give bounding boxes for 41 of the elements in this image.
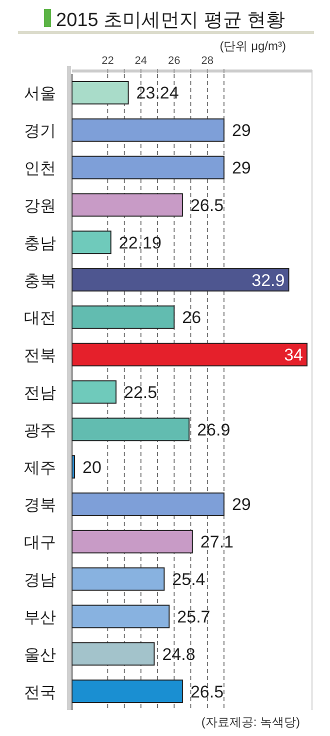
y-tick-label: 광주 bbox=[24, 422, 56, 440]
data-label: 29 bbox=[232, 158, 251, 178]
data-label: 26.9 bbox=[197, 420, 230, 440]
data-label: 26.5 bbox=[190, 682, 224, 702]
data-label: 22.19 bbox=[118, 233, 162, 252]
data-label: 27.1 bbox=[200, 532, 234, 552]
text: (자료제공: 녹색당) bbox=[201, 715, 300, 729]
y-tick-label: 충남 bbox=[24, 235, 56, 252]
data-label: 34 bbox=[284, 346, 304, 365]
data-label: 25.7 bbox=[177, 607, 210, 626]
y-tick-label: 전남 bbox=[24, 385, 56, 402]
y-tick-label: 경기 bbox=[24, 123, 56, 140]
data-label: 29 bbox=[232, 495, 251, 514]
text: (단위 μg/m³) bbox=[220, 39, 286, 53]
data-label: 26.5 bbox=[190, 196, 224, 215]
y-tick-label: 부산 bbox=[24, 609, 56, 626]
y-tick-label: 서울 bbox=[24, 86, 56, 103]
y-tick-label: 경북 bbox=[24, 497, 56, 514]
y-tick-label: 제주 bbox=[24, 460, 56, 477]
y-tick-label: 대전 bbox=[24, 310, 56, 328]
data-label: 20 bbox=[82, 458, 102, 477]
data-label: 26 bbox=[182, 308, 202, 328]
y-tick-label: 인천 bbox=[24, 160, 56, 178]
y-tick-label: 충북 bbox=[24, 272, 56, 290]
data-label: 32.9 bbox=[252, 270, 285, 290]
x-tick-label: 26 bbox=[168, 55, 180, 67]
chart-title: 2015 초미세먼지 평균 현황 bbox=[56, 10, 286, 31]
y-tick-label: 강원 bbox=[24, 198, 56, 215]
y-tick-label: 전국 bbox=[24, 684, 56, 702]
data-label: 24.8 bbox=[162, 644, 196, 664]
x-tick-label: 22 bbox=[102, 55, 114, 67]
data-label: 22.5 bbox=[124, 383, 158, 402]
data-label: 25.4 bbox=[172, 570, 206, 590]
y-tick-label: 경남 bbox=[24, 572, 56, 590]
y-tick-label: 울산 bbox=[24, 646, 56, 664]
y-tick-label: 전북 bbox=[24, 348, 56, 365]
x-tick-label: 24 bbox=[134, 55, 148, 67]
data-label: 23.24 bbox=[136, 84, 179, 103]
y-tick-label: 대구 bbox=[24, 534, 56, 552]
data-label: 29 bbox=[232, 121, 251, 140]
x-tick-label: 28 bbox=[201, 55, 214, 67]
